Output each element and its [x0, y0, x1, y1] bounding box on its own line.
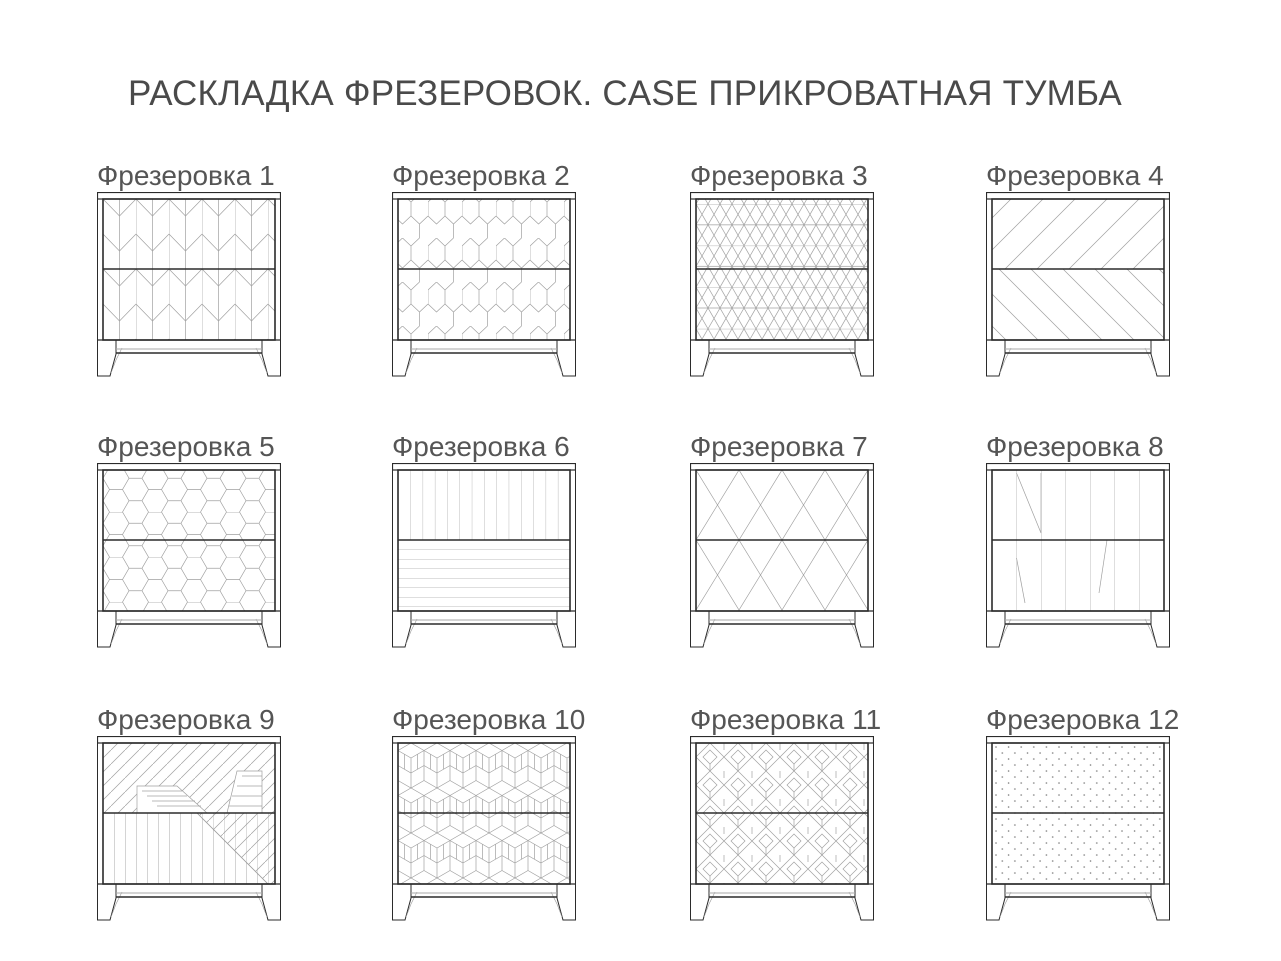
pattern-label: Фрезеровка 1 [97, 160, 275, 191]
right-leg [1150, 340, 1170, 377]
left-leg [97, 884, 117, 921]
drawer-top-front [398, 470, 570, 540]
top-board [986, 736, 1170, 744]
drawer-bottom-front [992, 813, 1164, 884]
top-board [392, 736, 576, 744]
right-leg [556, 611, 576, 648]
pattern-label: Фрезеровка 5 [97, 431, 275, 462]
left-leg [392, 340, 412, 377]
left-leg [97, 340, 117, 377]
drawer-bottom-front [696, 269, 868, 340]
left-leg [97, 611, 117, 648]
pattern-item: Фрезеровка 3 [690, 156, 950, 377]
pattern-item: Фрезеровка 9 [97, 700, 357, 921]
left-leg [392, 611, 412, 648]
pattern-label: Фрезеровка 6 [392, 431, 570, 462]
right-leg [556, 884, 576, 921]
pattern-label: Фрезеровка 3 [690, 160, 868, 191]
right-leg [1150, 611, 1170, 648]
drawer-bottom-front [992, 540, 1164, 611]
right-leg [556, 340, 576, 377]
pattern-item: Фрезеровка 1 [97, 156, 357, 377]
pattern-label: Фрезеровка 10 [392, 704, 586, 735]
left-leg [392, 884, 412, 921]
nightstand-drawing-isometric-cubes [392, 736, 576, 921]
drawer-top-front [103, 199, 275, 269]
pattern-item: Фрезеровка 11 [690, 700, 950, 921]
pattern-label: Фрезеровка 11 [690, 704, 882, 735]
left-leg [986, 611, 1006, 648]
top-board [690, 463, 874, 471]
left-leg [986, 884, 1006, 921]
drawer-bottom-front [696, 540, 868, 611]
pattern-item: Фрезеровка 6 [392, 427, 652, 648]
pattern-label: Фрезеровка 8 [986, 431, 1164, 462]
top-board [690, 736, 874, 744]
pattern-item: Фрезеровка 10 [392, 700, 652, 921]
left-leg [690, 611, 710, 648]
drawer-bottom-front [103, 540, 275, 611]
drawer-bottom-front [696, 813, 868, 884]
drawer-bottom-front [992, 269, 1164, 340]
pattern-item: Фрезеровка 4 [986, 156, 1246, 377]
pattern-label: Фрезеровка 9 [97, 704, 275, 735]
pattern-item: Фрезеровка 7 [690, 427, 950, 648]
nightstand-drawing-triangle-star [690, 192, 874, 377]
nightstand-drawing-vertical-lines-diagonals [986, 463, 1170, 648]
right-leg [854, 884, 874, 921]
top-board [392, 463, 576, 471]
drawer-top-front [398, 199, 570, 269]
right-leg [261, 884, 281, 921]
nightstand-drawing-elongated-hexagon [392, 192, 576, 377]
nightstand-drawing-dots [986, 736, 1170, 921]
nightstand-drawing-vertical-horizontal-lines [392, 463, 576, 648]
nightstand-drawing-diagonal-chevron [986, 192, 1170, 377]
nightstand-drawing-diagonal-strips [97, 736, 281, 921]
pattern-item: Фрезеровка 12 [986, 700, 1246, 921]
drawer-bottom-front [398, 269, 570, 340]
nightstand-drawing-nested-diamonds [690, 736, 874, 921]
nightstand-drawing-hexagon [97, 463, 281, 648]
pattern-label: Фрезеровка 12 [986, 704, 1180, 735]
drawer-top-front [992, 199, 1164, 269]
drawer-top-front [696, 743, 868, 813]
drawer-top-front [696, 199, 868, 269]
drawer-top-front [992, 743, 1164, 813]
page-title: РАСКЛАДКА ФРЕЗЕРОВОК. CASE ПРИКРОВАТНАЯ … [128, 74, 1122, 113]
pattern-item: Фрезеровка 5 [97, 427, 357, 648]
drawer-top-front [992, 470, 1164, 540]
drawer-bottom-front [103, 269, 275, 340]
drawer-top-front [696, 470, 868, 540]
nightstand-drawing-herringbone [97, 192, 281, 377]
top-board [97, 192, 281, 200]
nightstand-drawing-diamond [690, 463, 874, 648]
top-board [97, 463, 281, 471]
left-leg [690, 340, 710, 377]
right-leg [261, 340, 281, 377]
drawer-bottom-front [398, 540, 570, 611]
left-leg [690, 884, 710, 921]
drawer-top-front [103, 470, 275, 540]
top-board [986, 192, 1170, 200]
right-leg [1150, 884, 1170, 921]
top-board [97, 736, 281, 744]
drawer-top-front [398, 743, 570, 813]
pattern-label: Фрезеровка 7 [690, 431, 868, 462]
right-leg [854, 340, 874, 377]
left-leg [986, 340, 1006, 377]
top-board [392, 192, 576, 200]
pattern-item: Фрезеровка 2 [392, 156, 652, 377]
top-board [986, 463, 1170, 471]
pattern-label: Фрезеровка 2 [392, 160, 570, 191]
pattern-item: Фрезеровка 8 [986, 427, 1246, 648]
right-leg [854, 611, 874, 648]
top-board [690, 192, 874, 200]
drawer-bottom-front [398, 813, 570, 884]
right-leg [261, 611, 281, 648]
pattern-label: Фрезеровка 4 [986, 160, 1164, 191]
